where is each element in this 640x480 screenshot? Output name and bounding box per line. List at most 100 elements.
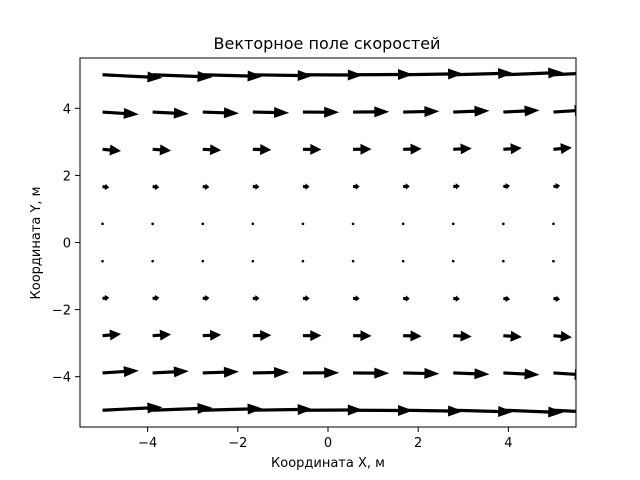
arrow-shape xyxy=(202,70,263,82)
arrow-shape xyxy=(152,402,213,414)
arrow-shape xyxy=(453,368,490,380)
vector-dot xyxy=(552,222,555,226)
vector-arrow xyxy=(202,295,210,302)
vector-arrow xyxy=(152,366,189,378)
vector-arrow xyxy=(403,295,410,302)
arrow-shape xyxy=(302,69,363,81)
vector-arrow xyxy=(301,222,305,226)
vector-arrow xyxy=(502,259,505,263)
vector-arrow xyxy=(353,367,390,379)
arrow-shape xyxy=(302,330,322,342)
arrow-shape xyxy=(553,330,572,342)
arrow-shape xyxy=(252,329,272,341)
arrow-shape xyxy=(503,406,564,418)
y-axis-label: Координата Y, м xyxy=(29,187,44,300)
y-tick-label: 4 xyxy=(63,102,71,117)
vector-arrow xyxy=(302,330,322,342)
vector-dot xyxy=(502,222,505,226)
vector-arrow xyxy=(102,402,163,414)
arrow-shape xyxy=(453,68,514,80)
arrow-shape xyxy=(302,295,310,302)
vector-arrow xyxy=(302,404,363,416)
vector-arrow xyxy=(403,68,464,80)
vector-arrow xyxy=(353,330,372,342)
arrow-shape xyxy=(202,107,239,119)
x-tick-label: −4 xyxy=(138,436,157,451)
vector-arrow xyxy=(553,330,572,342)
vector-arrow xyxy=(302,367,340,379)
vector-arrow xyxy=(202,70,263,82)
arrow-shape xyxy=(553,67,576,79)
arrow-shape xyxy=(302,143,322,155)
vector-arrow xyxy=(453,368,490,380)
vector-arrow xyxy=(252,329,272,341)
arrow-shape xyxy=(453,295,460,302)
vector-arrow xyxy=(553,406,576,418)
arrow-shape xyxy=(453,105,490,117)
arrow-shape xyxy=(353,404,413,416)
arrow-shape xyxy=(202,403,263,415)
x-tick-label: 2 xyxy=(414,436,422,451)
vector-arrow xyxy=(553,368,576,380)
vector-arrow xyxy=(151,222,154,226)
arrow-shape xyxy=(252,183,260,190)
arrow-shape xyxy=(252,106,290,118)
arrow-shape xyxy=(102,294,110,302)
vector-arrow xyxy=(403,143,422,155)
arrow-shape xyxy=(503,183,511,190)
vector-arrow xyxy=(453,105,490,117)
arrow-shape xyxy=(353,367,390,379)
arrow-shape xyxy=(202,183,210,190)
arrow-shape xyxy=(503,368,540,380)
arrow-shape xyxy=(252,367,290,379)
vector-arrow xyxy=(353,106,390,118)
vector-dot xyxy=(151,222,154,226)
arrow-shape xyxy=(403,405,464,417)
vector-arrow xyxy=(151,259,154,263)
x-tick-label: 4 xyxy=(504,436,512,451)
arrow-shape xyxy=(252,70,313,82)
vector-arrow xyxy=(503,183,511,190)
vector-arrow xyxy=(152,144,172,156)
vector-arrow xyxy=(302,143,322,155)
arrow-shape xyxy=(403,295,410,302)
arrow-shape xyxy=(553,368,576,380)
arrow-shape xyxy=(503,105,540,117)
vector-dot xyxy=(451,259,455,263)
arrow-shape xyxy=(503,330,522,342)
vector-arrow xyxy=(201,259,205,263)
vector-arrow xyxy=(503,368,540,380)
vector-arrow xyxy=(502,222,505,226)
vector-arrow xyxy=(353,404,413,416)
vector-dot xyxy=(251,259,255,263)
y-axis: −4 −2 0 2 4 xyxy=(52,102,80,386)
arrow-shape xyxy=(503,67,564,79)
x-axis-label: Координата X, м xyxy=(271,456,385,471)
vector-arrow xyxy=(152,183,160,191)
arrow-shape xyxy=(152,71,213,83)
vector-arrow xyxy=(403,330,422,342)
vector-dot xyxy=(502,259,505,263)
arrow-shape xyxy=(553,143,572,155)
vector-dot xyxy=(451,222,455,226)
vector-arrow xyxy=(503,67,564,79)
vector-dot xyxy=(351,222,355,226)
x-tick-label: 0 xyxy=(324,436,332,451)
arrow-shape xyxy=(202,144,222,156)
arrow-shape xyxy=(152,144,172,156)
y-tick-label: −4 xyxy=(52,371,71,386)
vector-arrow xyxy=(553,143,572,155)
vector-dot xyxy=(201,259,205,263)
arrow-shape xyxy=(302,183,310,190)
vector-arrow xyxy=(152,329,172,341)
arrow-shape xyxy=(453,405,514,417)
vector-arrow xyxy=(302,295,310,302)
arrow-shape xyxy=(553,406,576,418)
vector-arrow xyxy=(503,295,511,302)
vector-arrow xyxy=(101,222,104,226)
vector-arrow xyxy=(201,222,205,226)
vector-arrow xyxy=(351,259,355,263)
vector-dot xyxy=(251,222,255,226)
arrow-shape xyxy=(353,106,390,118)
vector-arrow xyxy=(403,106,440,118)
